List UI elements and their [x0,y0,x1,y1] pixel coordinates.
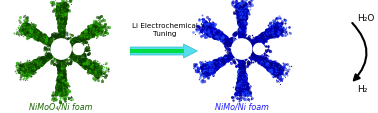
Text: H₂O: H₂O [357,13,375,22]
Polygon shape [51,40,71,60]
Text: NiMo/Ni foam: NiMo/Ni foam [215,102,269,111]
Text: NiMoO₄/Ni foam: NiMoO₄/Ni foam [29,102,93,111]
Polygon shape [254,44,265,55]
Text: Li Electrochemical: Li Electrochemical [132,23,198,29]
Text: Tuning: Tuning [153,31,177,37]
FancyArrow shape [130,50,184,53]
FancyArrow shape [130,45,197,59]
Polygon shape [73,44,84,55]
Text: H₂: H₂ [357,85,368,94]
Polygon shape [232,40,252,60]
